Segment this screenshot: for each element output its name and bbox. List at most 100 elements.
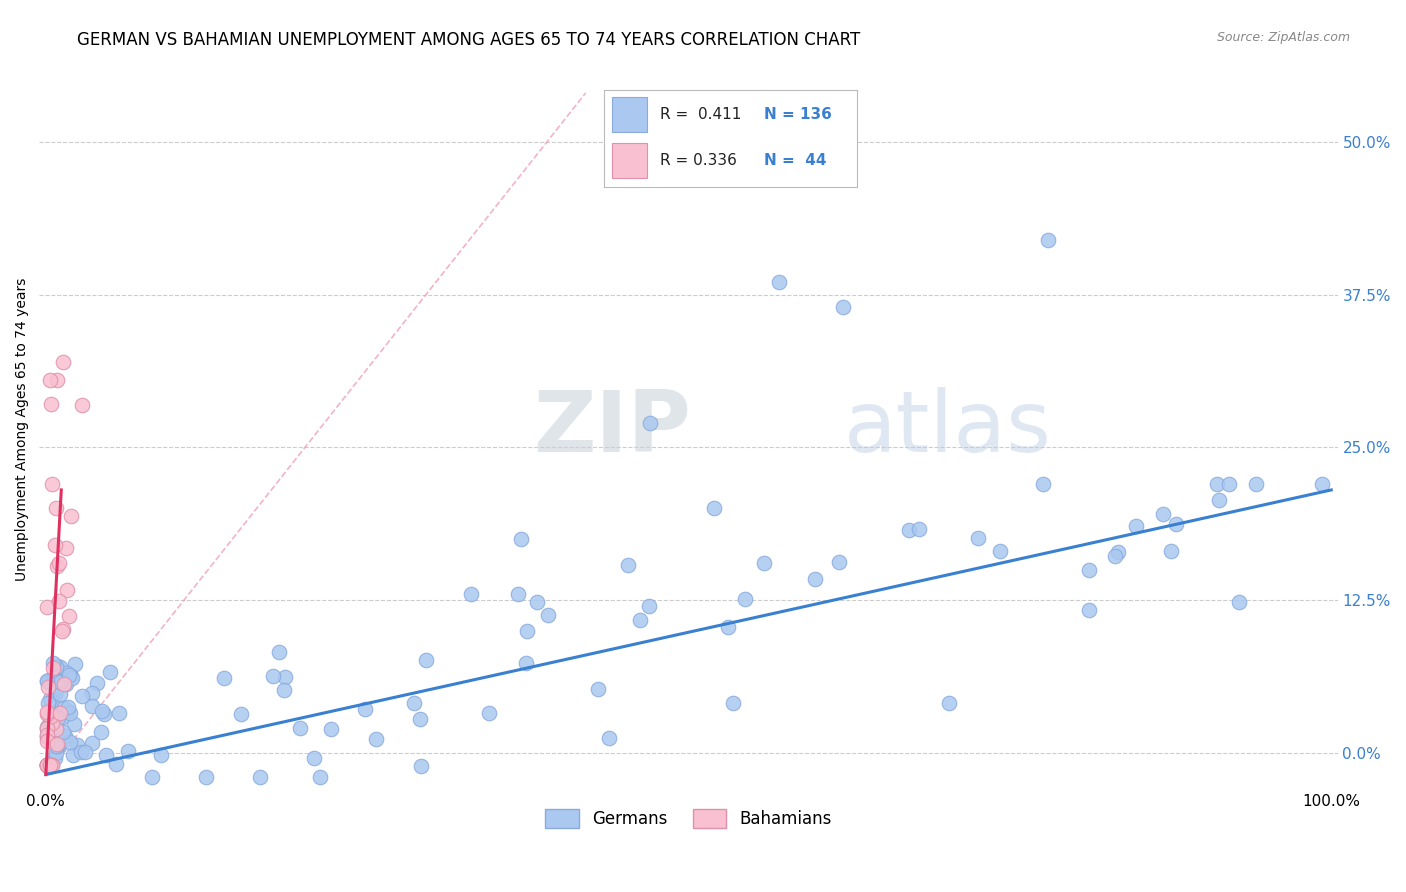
Point [37,599,59,614]
Point [734,591,756,606]
Point [638,416,661,430]
Point [48,673,70,688]
Point [38,673,60,688]
Point [48,739,70,753]
Point [49,675,72,690]
Point [1208,493,1230,508]
Point [39,397,62,411]
Point [53,729,76,743]
Point [46,724,69,739]
Point [49,669,72,683]
Point [59,706,82,721]
Point [44,672,66,686]
Point [150,747,173,762]
Point [353,701,375,715]
Point [41,693,63,707]
Point [302,750,325,764]
Point [44,687,66,701]
Point [37,722,59,736]
Point [288,721,311,735]
Point [273,683,295,698]
Point [51,710,73,724]
Point [52,622,75,636]
Point [752,557,775,571]
Point [48,706,70,720]
Point [51,665,73,679]
Point [60,671,83,685]
Point [938,696,960,710]
Point [41,709,63,723]
Point [56,583,79,598]
Point [86,676,108,690]
Point [46,737,69,751]
Point [49,660,72,674]
Point [49,687,72,701]
Point [38,692,60,706]
Point [41,706,63,721]
Point [267,645,290,659]
Point [1104,549,1126,563]
Point [45,739,67,753]
Point [42,657,65,671]
Point [37,757,59,772]
Point [45,739,67,754]
Point [907,522,929,536]
Point [988,544,1011,558]
Point [516,624,538,638]
Point [408,712,430,726]
Point [52,700,75,714]
Point [41,716,63,731]
Point [37,720,59,734]
Point [90,704,112,718]
Point [415,653,437,667]
Point [37,757,59,772]
Point [586,681,609,696]
Point [37,696,59,710]
Point [37,757,59,772]
Point [73,745,96,759]
Point [51,624,73,638]
Point [1078,603,1101,617]
Text: GERMAN VS BAHAMIAN UNEMPLOYMENT AMONG AGES 65 TO 74 YEARS CORRELATION CHART: GERMAN VS BAHAMIAN UNEMPLOYMENT AMONG AG… [77,31,860,49]
Point [37,730,59,744]
Point [195,770,218,784]
Point [37,673,59,688]
Point [39,675,62,690]
Point [537,607,560,622]
Point [768,275,790,289]
Y-axis label: Unemployment Among Ages 65 to 74 years: Unemployment Among Ages 65 to 74 years [15,277,30,581]
Point [55,677,77,691]
Point [44,681,66,696]
Point [703,501,725,516]
Point [510,532,533,546]
Point [66,739,89,753]
Point [309,770,332,784]
Point [70,745,93,759]
Text: Source: ZipAtlas.com: Source: ZipAtlas.com [1216,31,1350,45]
Point [63,716,86,731]
Point [46,681,69,695]
Point [1246,476,1268,491]
Point [59,735,82,749]
Point [966,531,988,545]
Point [52,677,75,691]
Point [898,523,921,537]
Point [1218,476,1240,491]
Point [46,659,69,673]
Point [1078,563,1101,577]
Point [70,689,93,703]
Point [37,757,59,772]
Point [141,770,163,784]
Point [48,679,70,693]
Point [598,731,620,745]
Point [37,707,59,722]
Point [56,704,79,718]
Point [56,699,79,714]
Point [41,476,63,491]
Point [402,696,425,710]
Point [90,725,112,739]
Point [37,757,59,772]
Point [409,759,432,773]
Point [39,757,62,772]
Point [108,706,131,720]
